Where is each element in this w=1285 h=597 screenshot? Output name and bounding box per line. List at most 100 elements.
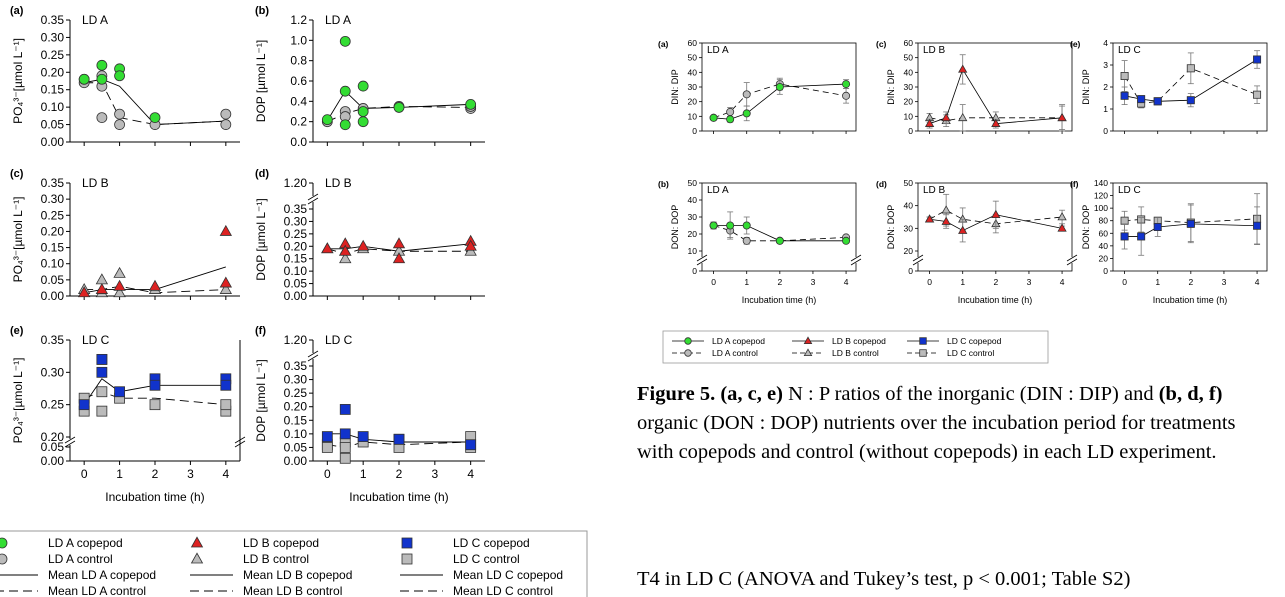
- copepod-point: [1137, 232, 1146, 241]
- y-tick-label: 0.10: [41, 100, 65, 114]
- x-tick-label: 2: [1188, 277, 1193, 287]
- legend-copepod-marker: [0, 537, 8, 549]
- left-panel-tag: (b): [255, 5, 269, 17]
- axis-break-right-a: [1066, 254, 1078, 262]
- copepod-point: [339, 244, 352, 256]
- copepod-point: [465, 439, 477, 451]
- y-tick-label: 120: [1094, 191, 1108, 201]
- y-axis-label: DOP [µmol L⁻¹]: [254, 198, 268, 280]
- axis-break-gap: [308, 196, 318, 202]
- y-tick-label: 0.30: [41, 365, 65, 379]
- legend-label: LD B copepod: [243, 536, 319, 550]
- y-tick-label: 0.05: [284, 277, 308, 291]
- y-tick-label: 40: [1099, 241, 1109, 251]
- right-panel-e: (e) LD C 0 1 2 3 4 DIN: DIP: [1070, 38, 1268, 136]
- y-tick-label: 0.35: [284, 202, 308, 216]
- control-point: [114, 119, 125, 130]
- axis-break-b: [307, 197, 319, 205]
- copepod-point: [709, 113, 718, 122]
- x-axis-label: Incubation time (h): [958, 295, 1033, 305]
- right-panel-title: LD C: [1118, 185, 1141, 196]
- y-tick-label: 0.20: [284, 239, 308, 253]
- control-point: [321, 442, 333, 453]
- control-point: [1253, 90, 1262, 99]
- y-tick-label-low: 0.05: [41, 440, 65, 454]
- x-axis-label: Incubation time (h): [742, 295, 817, 305]
- y-tick-label: 50: [904, 178, 914, 188]
- y-axis-label: PO₄³⁻[µmol L⁻¹]: [11, 38, 25, 124]
- y-tick-label: 40: [904, 67, 914, 77]
- right-panel-title: LD A: [707, 185, 729, 196]
- y-tick-label: 50: [688, 178, 698, 188]
- control-point: [339, 452, 351, 464]
- x-tick-label: 4: [467, 467, 474, 481]
- copepod-point: [114, 386, 125, 398]
- left-panel-a: (a) LD A 0.00 0.05 0.10 0.15 0.20 0.25 0.30 0.35 P…: [10, 5, 240, 149]
- copepod-point: [941, 216, 951, 225]
- y-tick-label: 140: [1094, 178, 1108, 188]
- axis-break-gap: [697, 257, 707, 263]
- copepod-point: [842, 80, 851, 89]
- legend-copepod-marker: [190, 536, 204, 548]
- legend-marker: [919, 337, 927, 345]
- y-tick-label: 0.20: [41, 430, 65, 444]
- y-tick-label: 0.35: [41, 176, 65, 190]
- control-point: [1057, 212, 1067, 221]
- y-tick-label: 30: [904, 82, 914, 92]
- control-point: [96, 112, 108, 123]
- x-tick-label: 3: [187, 467, 194, 481]
- copepod-point: [726, 115, 735, 124]
- x-tick-label: 2: [993, 277, 998, 287]
- copepod-point: [958, 225, 968, 234]
- y-tick-label: 0: [1103, 266, 1108, 276]
- copepod-point: [357, 80, 369, 92]
- legend-label: LD B control: [832, 348, 879, 358]
- y-tick-label: 30: [904, 223, 914, 233]
- copepod-point: [742, 109, 751, 118]
- y-tick-label: 0.05: [41, 273, 65, 287]
- y-tick-label: 1.0: [290, 33, 307, 47]
- x-tick-label: 1: [744, 277, 749, 287]
- axis-break-right-gap: [1067, 257, 1077, 263]
- y-tick-label: 0.10: [41, 257, 65, 271]
- x-axis-label: Incubation time (h): [349, 490, 448, 504]
- right-panel-title: LD C: [1118, 45, 1141, 56]
- left-panel-tag: (d): [255, 168, 269, 180]
- x-tick-label: 4: [844, 277, 849, 287]
- y-tick-label: 20: [688, 229, 698, 239]
- mean-control-line: [327, 105, 471, 123]
- x-axis-label: Incubation time (h): [105, 490, 204, 504]
- y-tick-label: 0.05: [284, 440, 308, 454]
- copepod-point: [356, 239, 370, 251]
- left-panel-title: LD A: [325, 13, 351, 27]
- control-line: [1124, 67, 1258, 104]
- legend-label: LD B copepod: [832, 336, 886, 346]
- legend-label: Mean LD A control: [48, 584, 146, 597]
- control-point: [941, 205, 951, 214]
- control-point: [726, 107, 735, 116]
- axis-break-a: [307, 350, 319, 358]
- copepod-point: [321, 114, 333, 126]
- legend-control-marker: [190, 552, 204, 564]
- y-tick-label: 50: [688, 53, 698, 63]
- axis-break-right-gap: [851, 257, 861, 263]
- y-tick-label: 40: [904, 201, 914, 211]
- y-tick-label: 10: [688, 111, 698, 121]
- left-panel-tag: (c): [10, 168, 24, 180]
- copepod-point: [77, 286, 91, 298]
- copepod-point: [219, 224, 233, 236]
- y-tick-label: 0.20: [41, 224, 65, 238]
- copepod-point: [1253, 55, 1262, 64]
- y-tick-label: 0.00: [284, 289, 308, 303]
- control-point: [113, 286, 126, 298]
- x-tick-label: 0: [1122, 277, 1127, 287]
- y-tick-label-zero: 0: [692, 266, 697, 276]
- copepod-point: [113, 279, 126, 291]
- copepod-point: [114, 70, 125, 82]
- y-tick-label: 0.25: [41, 208, 65, 222]
- copepod-point: [991, 118, 1001, 127]
- y-tick-label: 0.00: [284, 454, 308, 468]
- right-panel-a: (a) LD A 0 10 20 30 40 50 60 DIN: DIP: [658, 38, 857, 136]
- y-tick-label: 0.6: [290, 74, 307, 88]
